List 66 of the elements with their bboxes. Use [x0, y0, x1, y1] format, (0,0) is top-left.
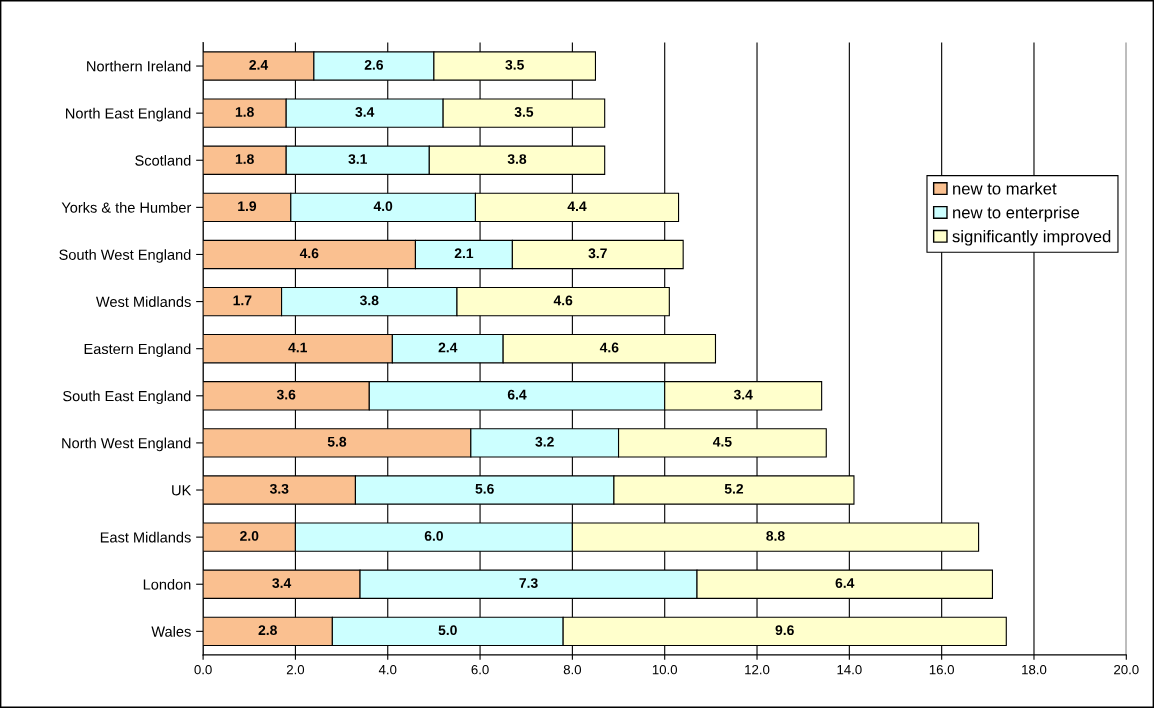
data-label: 3.8	[359, 295, 379, 306]
y-tick-label: Scotland	[135, 154, 191, 166]
legend-label: new to market	[953, 182, 1057, 195]
data-label: 3.2	[535, 436, 554, 447]
y-tick-label: South West England	[59, 249, 191, 263]
data-label: 3.4	[733, 389, 753, 400]
x-tick-label: 2.0	[286, 664, 305, 675]
data-label: 4.6	[553, 295, 573, 306]
data-label: 2.1	[454, 248, 474, 259]
data-label: 2.4	[249, 59, 269, 70]
data-label: 5.2	[724, 483, 744, 494]
data-label: 3.3	[269, 483, 289, 494]
y-tick-label: Eastern England	[84, 343, 191, 357]
data-label: 4.6	[599, 342, 619, 353]
y-tick-label: UK	[172, 485, 192, 496]
data-label: 3.7	[588, 248, 607, 259]
data-label: 2.6	[364, 59, 384, 70]
data-label: 2.0	[240, 531, 259, 541]
x-tick-label: 10.0	[652, 664, 678, 675]
data-label: 8.8	[766, 531, 785, 541]
data-label: 4.0	[373, 201, 393, 212]
y-tick-label: North West England	[62, 437, 191, 452]
data-label: 3.4	[272, 578, 292, 588]
x-tick-label: 4.0	[378, 664, 397, 675]
data-label: 4.1	[288, 342, 307, 353]
data-label: 2.4	[438, 342, 458, 353]
y-tick-label: London	[143, 578, 191, 590]
y-tick-label: Northern Ireland	[87, 60, 191, 72]
data-label: 4.6	[299, 248, 319, 259]
data-label: 3.5	[514, 107, 534, 117]
y-tick-label: East Midlands	[100, 531, 191, 543]
y-tick-label: Yorks & the Humber	[61, 202, 192, 213]
legend-label: significantly improved	[952, 230, 1111, 246]
x-tick-label: 6.0	[471, 664, 489, 675]
data-label: 4.4	[567, 201, 587, 211]
data-label: 9.6	[775, 625, 794, 636]
data-label: 5.6	[475, 483, 494, 494]
data-label: 3.6	[276, 389, 296, 400]
data-label: 1.8	[235, 154, 254, 164]
data-label: 7.3	[519, 578, 538, 588]
legend-label: new to enterprise	[953, 206, 1080, 222]
y-tick-label: South East England	[63, 390, 191, 405]
data-label: 3.5	[505, 59, 524, 70]
data-label: 3.4	[355, 107, 375, 117]
x-tick-label: 12.0	[745, 664, 770, 675]
data-label: 6.0	[424, 531, 443, 541]
x-tick-label: 14.0	[837, 664, 862, 675]
data-label: 4.5	[712, 436, 732, 447]
x-tick-label: 20.0	[1114, 664, 1139, 675]
y-tick-label: West Midlands	[95, 296, 191, 308]
y-tick-label: North East England	[66, 107, 191, 122]
x-tick-label: 0.0	[194, 664, 212, 675]
data-label: 1.8	[235, 107, 254, 117]
x-tick-label: 18.0	[1022, 664, 1047, 675]
data-label: 3.1	[348, 154, 368, 164]
data-label: 2.8	[258, 625, 277, 636]
x-tick-label: 8.0	[563, 664, 582, 675]
x-tick-label: 16.0	[929, 664, 954, 675]
data-label: 5.8	[327, 436, 347, 447]
data-label: 1.7	[233, 295, 252, 306]
data-label: 6.4	[507, 389, 527, 400]
data-label: 6.4	[835, 578, 855, 588]
y-tick-label: Wales	[151, 626, 191, 637]
data-label: 3.8	[507, 154, 527, 164]
data-label: 5.0	[438, 625, 457, 636]
data-label: 1.9	[238, 201, 257, 212]
